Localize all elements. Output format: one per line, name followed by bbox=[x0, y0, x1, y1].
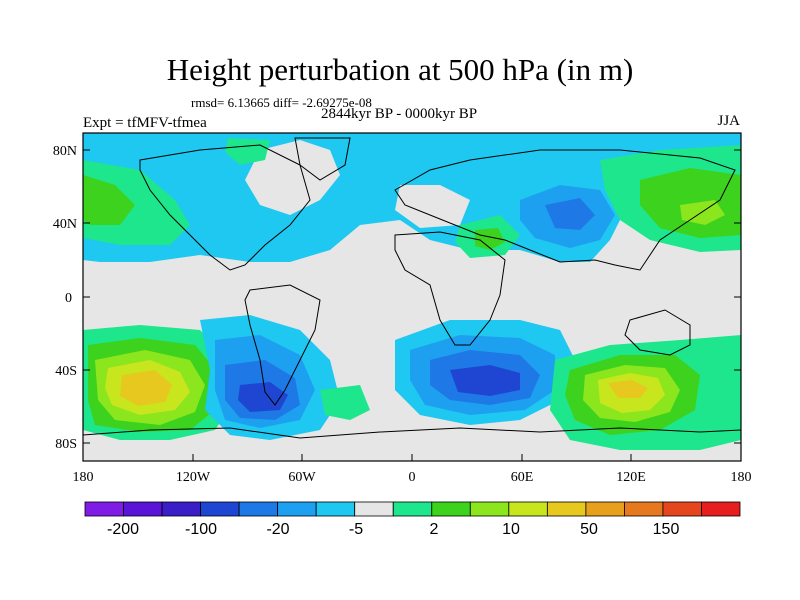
colorbar-box bbox=[701, 501, 741, 517]
lon-label-120w: 120W bbox=[176, 470, 211, 485]
lon-labels: 180 120W 60W 0 60E 120E 180 bbox=[73, 470, 752, 485]
colorbar-box bbox=[238, 501, 279, 517]
experiment-label: Expt = tfMFV-tfmea bbox=[83, 115, 207, 131]
contour-field bbox=[83, 133, 741, 461]
lon-label-0: 0 bbox=[409, 470, 416, 485]
antarctica-outline bbox=[83, 427, 741, 439]
eurasia-outline bbox=[394, 149, 736, 271]
africa-outline bbox=[394, 231, 506, 346]
lat-label-40s: 40S bbox=[55, 364, 77, 379]
coastlines bbox=[83, 137, 741, 439]
colorbar-box bbox=[161, 501, 201, 517]
map-title: Height perturbation at 500 hPa (in m) bbox=[166, 52, 634, 87]
tick-marks bbox=[82, 149, 742, 461]
lat-label-80s: 80S bbox=[55, 437, 77, 452]
contour-positive-europe-core bbox=[475, 228, 505, 250]
lon-label-120e: 120E bbox=[616, 470, 646, 485]
colorbar-box bbox=[469, 501, 510, 517]
colorbar-label-m20: -20 bbox=[266, 521, 289, 538]
contour-positive-spacific-core bbox=[120, 370, 172, 406]
australia-outline bbox=[624, 309, 691, 356]
lon-label-60w: 60W bbox=[288, 470, 316, 485]
stats-label: rmsd= 6.13665 diff= -2.69275e-08 bbox=[191, 95, 372, 110]
contour-negative-indian-core bbox=[450, 365, 520, 396]
colorbar-label-10: 10 bbox=[502, 521, 520, 538]
contour-positive-satlantic bbox=[320, 385, 370, 420]
contour-positive-australia-core bbox=[608, 380, 648, 398]
colorbar-box bbox=[585, 501, 625, 517]
colorbar-box bbox=[84, 501, 124, 517]
lat-label-0: 0 bbox=[65, 291, 72, 306]
colorbar-box bbox=[123, 501, 163, 517]
greenland-outline bbox=[294, 137, 351, 181]
north-america-outline bbox=[139, 144, 311, 271]
colorbar-box bbox=[508, 501, 548, 517]
colorbar-label-2: 2 bbox=[430, 521, 439, 538]
lat-label-80n: 80N bbox=[53, 144, 77, 159]
colorbar-label-m100: -100 bbox=[185, 521, 217, 538]
lon-label-60e: 60E bbox=[511, 470, 534, 485]
contour-grey-gap-atlantic bbox=[395, 185, 470, 228]
lat-labels: 80N 40N 0 40S 80S bbox=[53, 144, 77, 452]
south-america-outline bbox=[244, 284, 321, 406]
colorbar-box bbox=[200, 501, 240, 517]
lat-label-40n: 40N bbox=[53, 217, 77, 232]
colorbar-box bbox=[315, 501, 356, 517]
colorbar-label-150: 150 bbox=[653, 521, 680, 538]
colorbar-box bbox=[354, 501, 394, 517]
contour-positive-nw-core bbox=[83, 175, 135, 225]
colorbar-box bbox=[624, 501, 664, 517]
colorbar-labels: -200 -100 -20 -5 2 10 50 150 bbox=[107, 521, 679, 538]
lon-label-180e: 180 bbox=[731, 470, 752, 485]
colorbar-box bbox=[277, 501, 317, 517]
contour-positive-ne-mid bbox=[640, 168, 741, 238]
colorbar-label-m200: -200 bbox=[107, 521, 139, 538]
colorbar-label-50: 50 bbox=[580, 521, 598, 538]
colorbar-box bbox=[431, 501, 471, 517]
colorbar-label-m5: -5 bbox=[349, 521, 363, 538]
colorbar bbox=[84, 501, 741, 517]
period-label: 2844kyr BP - 0000kyr BP bbox=[321, 106, 478, 122]
colorbar-box bbox=[662, 501, 702, 517]
season-label: JJA bbox=[717, 113, 740, 129]
contour-grey-gap-north bbox=[245, 140, 340, 215]
colorbar-box bbox=[392, 501, 433, 517]
contour-negative-asia-core bbox=[545, 198, 595, 230]
lon-label-180w: 180 bbox=[73, 470, 94, 485]
colorbar-box bbox=[546, 501, 587, 517]
